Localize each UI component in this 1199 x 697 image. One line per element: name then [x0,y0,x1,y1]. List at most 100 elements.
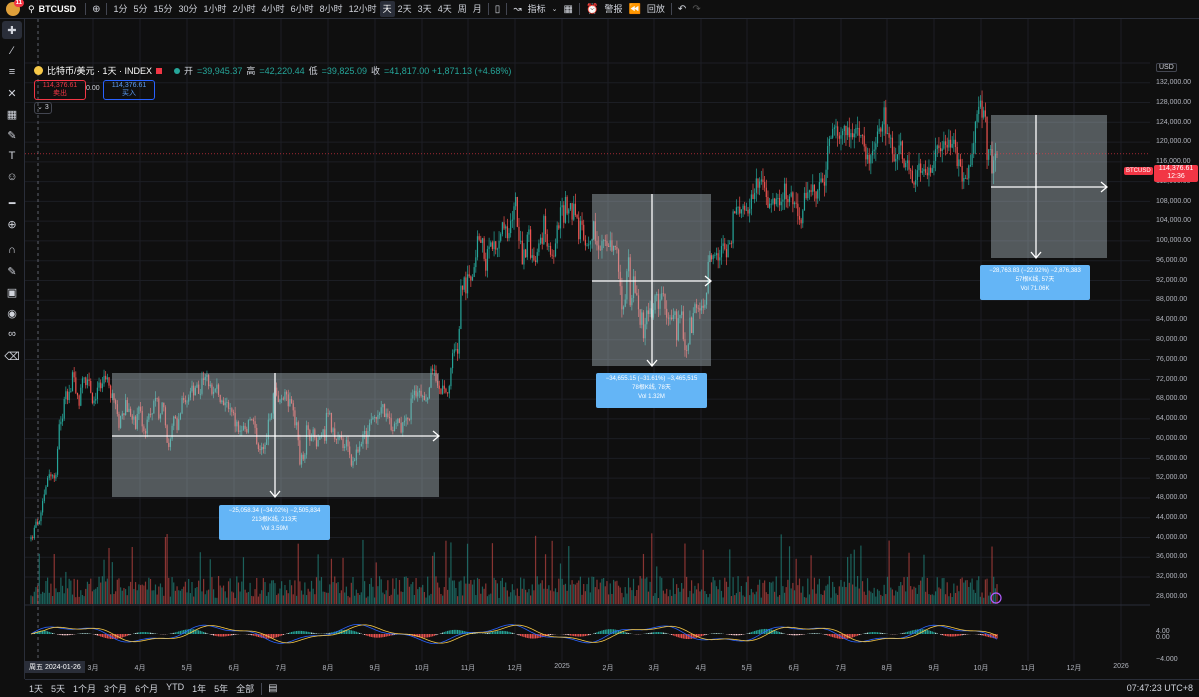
range-3[interactable]: 3个月 [100,682,131,695]
osc-histogram-bar [102,634,103,637]
interval-2[interactable]: 15分 [151,1,176,17]
alert-button[interactable]: 警报 [601,1,625,17]
interval-8[interactable]: 8小时 [317,1,346,17]
interval-5[interactable]: 2小时 [230,1,259,17]
flag-icon[interactable] [156,68,162,74]
measure-grid-icon[interactable]: ▦ [2,105,22,123]
interval-12[interactable]: 3天 [415,1,435,17]
interval-13[interactable]: 4天 [435,1,455,17]
layout-grid-icon[interactable]: ▦ [561,4,576,15]
buy-button[interactable]: 114,376.61 买入 [103,80,155,100]
symbol-selector[interactable]: 11 ⚲ BTCUSD [0,2,82,16]
osc-histogram-bar [548,634,549,635]
interval-6[interactable]: 4小时 [259,1,288,17]
volume-bar [884,585,885,604]
alarm-clock-icon[interactable]: ⏰ [583,4,601,15]
range-2[interactable]: 1个月 [69,682,100,695]
interval-15[interactable]: 月 [470,1,485,17]
osc-histogram-bar [595,633,596,634]
collapse-legend-button[interactable]: ⌄ 3 [34,102,52,114]
ruler-icon[interactable]: ━ [2,194,22,212]
candle-body [571,203,572,219]
volume-bar [485,583,486,604]
range-0[interactable]: 1天 [25,682,47,695]
osc-histogram-bar [356,632,357,634]
candle-body [553,256,554,257]
osc-histogram-bar [434,634,435,636]
trend-line-icon[interactable]: ∕ [2,42,22,60]
volume-bar [37,586,38,604]
candle-body [940,148,941,151]
range-4[interactable]: 6个月 [131,682,162,695]
text-icon[interactable]: T [2,147,22,165]
interval-3[interactable]: 30分 [176,1,201,17]
interval-14[interactable]: 周 [455,1,470,17]
osc-histogram-bar [583,634,584,636]
trash-icon[interactable]: ⌫ [2,347,22,365]
candle-style-icon[interactable]: ▯ [492,4,504,15]
emoji-icon[interactable]: ☺ [2,168,22,186]
indicators-button[interactable]: 指标 [525,1,549,17]
sell-button[interactable]: 114,376.61 卖出 [34,80,86,100]
interval-9[interactable]: 12小时 [346,1,380,17]
interval-1[interactable]: 5分 [131,1,151,17]
osc-histogram-bar [777,631,778,634]
interval-0[interactable]: 1分 [110,1,130,17]
add-symbol-icon[interactable]: ⊕ [89,4,103,15]
volume-bar [548,585,549,604]
interval-7[interactable]: 6小时 [288,1,317,17]
candle-body [30,537,31,539]
fib-lines-icon[interactable]: ≡ [2,63,22,81]
crosshair-icon[interactable]: ✚ [2,21,22,39]
replay-button[interactable]: 回放 [644,1,668,17]
clock[interactable]: 07:47:23 UTC+8 [1127,683,1193,693]
volume-bar [955,593,956,604]
candle-body [525,250,526,258]
interval-4[interactable]: 1小时 [201,1,230,17]
redo-icon[interactable]: ↷ [689,4,703,15]
osc-histogram-bar [220,634,221,637]
osc-histogram-bar [80,633,81,634]
volume-bar [610,583,611,604]
candle-body [72,372,73,391]
volume-bar [392,578,393,604]
brush-icon[interactable]: ✎ [2,126,22,144]
range-5[interactable]: YTD [162,682,188,695]
indicators-icon[interactable]: ↝ [510,4,524,15]
link-icon[interactable]: ∞ [2,325,22,343]
candle-body [806,193,807,198]
candle-body [908,160,909,169]
range-1[interactable]: 5天 [47,682,69,695]
currency-selector[interactable]: USD [1156,63,1177,72]
price-chart[interactable] [25,19,1150,661]
magnet-icon[interactable]: ∩ [2,241,22,259]
candle-body [586,245,587,246]
volume-bar [953,584,954,604]
undo-icon[interactable]: ↶ [675,4,689,15]
pattern-icon[interactable]: ✕ [2,84,22,102]
time-tick: 6月 [229,663,240,673]
calendar-icon[interactable]: ▤ [265,683,280,694]
range-7[interactable]: 5年 [210,682,232,695]
avatar[interactable]: 11 [6,2,20,16]
interval-11[interactable]: 2天 [395,1,415,17]
lock-icon[interactable]: ▣ [2,283,22,301]
volume-bar [576,583,577,604]
candle-body [728,244,729,257]
interval-10[interactable]: 天 [380,1,395,17]
legend-title[interactable]: 比特币/美元 · 1天 · INDEX [47,64,152,77]
eye-icon[interactable]: ◉ [2,304,22,322]
measure-stat-3[interactable]: −28,763.83 (−22.92%) −2,876,383 57根K线, 5… [980,265,1090,300]
range-8[interactable]: 全部 [232,682,258,695]
chevron-down-icon[interactable]: ⌄ [549,5,561,13]
measure-stat-2[interactable]: −34,655.15 (−31.61%) −3,465,515 78根K线, 7… [596,373,707,408]
zoom-in-icon[interactable]: ⊕ [2,215,22,233]
replay-icon[interactable]: ⏪ [625,4,643,15]
osc-histogram-bar [82,633,83,634]
measure-stat-1[interactable]: −25,058.34 (−34.02%) −2,505,834 213根K线, … [219,505,330,540]
volume-bar [64,593,65,604]
volume-bar [674,594,675,604]
lock-drawing-icon[interactable]: ✎ [2,262,22,280]
range-6[interactable]: 1年 [188,682,210,695]
